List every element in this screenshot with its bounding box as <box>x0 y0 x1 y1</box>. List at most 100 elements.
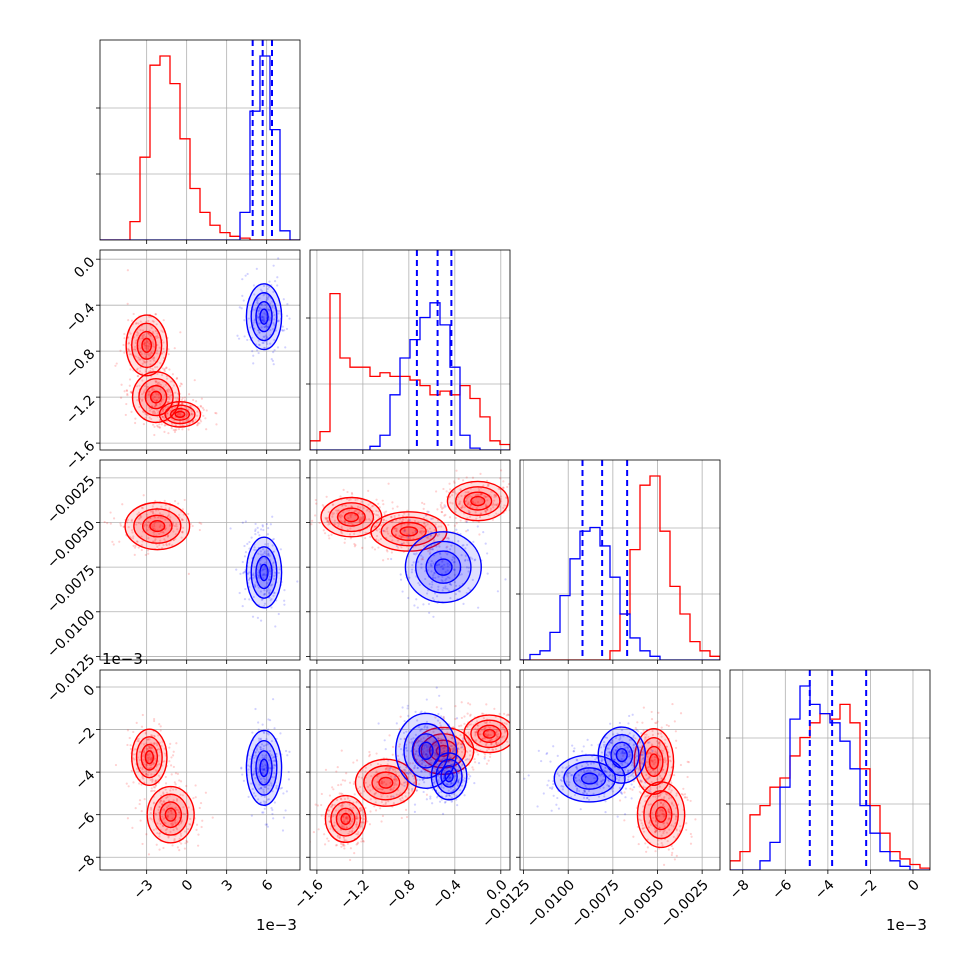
sample-point <box>157 778 160 782</box>
sample-point <box>642 785 645 788</box>
sample-point <box>356 505 360 508</box>
sample-point <box>420 531 423 534</box>
sample-point <box>129 368 132 371</box>
sample-point <box>346 528 349 531</box>
sample-point <box>145 742 148 745</box>
sample-point <box>273 338 276 342</box>
sample-point <box>152 762 155 766</box>
sample-point <box>487 484 490 488</box>
sample-point <box>171 817 174 820</box>
contour-level <box>648 753 660 770</box>
sample-point <box>448 776 451 779</box>
sample-point <box>158 806 161 809</box>
sample-point <box>171 844 174 847</box>
sample-point <box>473 559 476 562</box>
sample-point <box>268 280 271 283</box>
sample-point <box>311 519 314 522</box>
sample-point <box>249 758 252 761</box>
sample-point <box>648 821 651 825</box>
sample-point <box>119 396 123 399</box>
sample-point <box>461 505 464 509</box>
sample-point <box>411 774 415 778</box>
sample-point <box>151 511 155 514</box>
sample-point <box>178 811 181 814</box>
sample-point <box>189 817 192 820</box>
sample-point <box>136 330 139 334</box>
contour-level <box>470 495 486 507</box>
sample-point <box>162 385 165 388</box>
sample-point <box>470 719 474 723</box>
sample-point <box>449 776 452 779</box>
sample-point <box>662 830 665 833</box>
sample-point <box>662 832 665 835</box>
sample-point <box>406 540 409 544</box>
sample-point <box>668 784 672 788</box>
sample-point <box>421 558 425 561</box>
sample-point <box>328 522 331 526</box>
sample-point <box>655 786 659 790</box>
sample-point <box>443 750 446 753</box>
sample-point <box>145 367 149 370</box>
x-tick-label: −1.6 <box>291 877 326 912</box>
sample-point <box>179 780 183 783</box>
sample-point <box>358 510 361 514</box>
sample-point <box>148 416 151 419</box>
sample-point <box>361 839 365 843</box>
sample-point <box>161 415 164 418</box>
sample-point <box>147 537 150 540</box>
sample-point <box>148 738 151 741</box>
sample-point <box>126 394 129 397</box>
sample-point <box>458 759 461 762</box>
sample-point <box>190 412 193 415</box>
sample-point <box>439 724 442 727</box>
sample-point <box>134 348 137 351</box>
sample-point <box>351 831 354 834</box>
sample-point <box>492 506 495 509</box>
histogram-series-1 <box>730 685 930 870</box>
sample-point <box>670 801 674 804</box>
sample-point <box>142 333 146 336</box>
sample-point <box>441 560 444 563</box>
sample-point <box>388 769 391 773</box>
sample-point <box>480 493 483 496</box>
sample-point <box>180 819 183 822</box>
sample-point <box>382 529 385 532</box>
sample-point <box>497 487 500 490</box>
sample-point <box>254 751 257 754</box>
sample-point <box>437 525 440 528</box>
sample-point <box>657 745 661 748</box>
sample-point <box>665 831 668 834</box>
sample-point <box>97 353 99 355</box>
sample-point <box>185 784 188 788</box>
sample-point <box>146 340 149 343</box>
sample-point <box>178 412 181 416</box>
sample-point <box>415 750 418 753</box>
sample-point <box>448 582 451 586</box>
sample-point <box>150 326 153 329</box>
sample-point <box>325 495 328 498</box>
sample-point <box>356 498 359 501</box>
sample-point <box>660 726 663 729</box>
sample-point <box>429 562 432 566</box>
sample-point <box>240 307 243 310</box>
sample-point <box>408 519 411 522</box>
sample-point <box>149 808 153 811</box>
sample-point <box>158 346 161 349</box>
sample-point <box>267 578 271 581</box>
sample-point <box>344 537 347 541</box>
sample-point <box>482 484 485 487</box>
sample-point <box>395 783 398 786</box>
panel-frame <box>99 39 301 241</box>
sample-point <box>404 747 408 750</box>
sample-point <box>392 795 395 798</box>
sample-point <box>144 336 147 339</box>
sample-point <box>171 544 174 547</box>
sample-point <box>475 517 478 520</box>
sample-point <box>130 390 133 393</box>
sample-point <box>246 338 249 342</box>
sample-point <box>466 517 469 520</box>
sample-point <box>186 423 189 426</box>
sample-point <box>144 346 147 350</box>
sample-point <box>126 518 129 521</box>
sample-point <box>658 741 661 745</box>
